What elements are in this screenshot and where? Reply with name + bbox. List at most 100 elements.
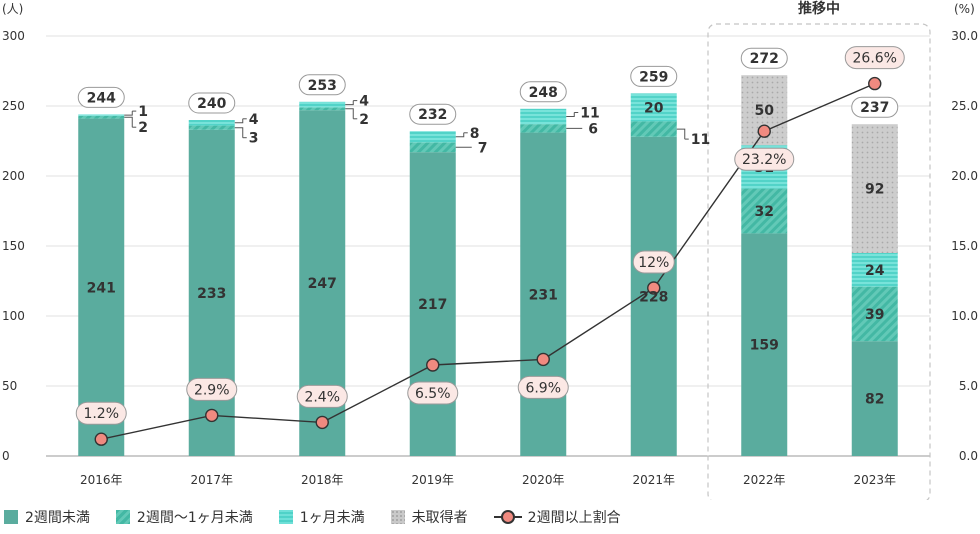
total-label: 253	[308, 78, 337, 94]
bar-under-2-weeks	[78, 118, 125, 456]
y-tick-left: 150	[2, 239, 25, 253]
total-label-pill	[409, 103, 457, 125]
bar-under-2-weeks	[851, 341, 898, 456]
bar-under-2-weeks	[741, 233, 788, 456]
ratio-label: 12%	[638, 255, 669, 271]
ratio-point	[647, 281, 661, 295]
ratio-label: 23.2%	[742, 152, 786, 168]
total-label: 244	[87, 90, 116, 106]
ratio-label-pill	[296, 384, 348, 408]
segment-value: 92	[865, 182, 884, 198]
bar-2-weeks-to-1-month	[520, 124, 567, 133]
total-label-pill	[519, 81, 567, 103]
ratio-point	[868, 76, 882, 91]
total-label: 248	[529, 85, 558, 101]
ratio-point	[94, 432, 108, 446]
ratio-label-pill	[186, 377, 238, 401]
bar-2-weeks-to-1-month	[741, 188, 788, 234]
ratio-label: 26.6%	[853, 51, 897, 67]
ratio-point	[205, 408, 219, 423]
segment-value: 231	[529, 287, 558, 303]
bar-under-2-weeks	[409, 152, 456, 456]
segment-value: 233	[197, 286, 226, 302]
bar-under-1-month	[299, 101, 346, 108]
segment-value: 6	[588, 121, 598, 137]
ratio-point	[757, 124, 771, 138]
total-label-pill	[188, 92, 236, 114]
segment-value: 228	[639, 289, 668, 305]
y-tick-left: 250	[2, 99, 25, 113]
legend-label: 未取得者	[411, 510, 468, 526]
legend-swatch	[115, 510, 130, 524]
y-tick-right: 20.0	[951, 169, 978, 183]
total-label: 272	[750, 51, 779, 67]
y-tick-right: 0.0	[959, 449, 978, 463]
segment-value: 217	[418, 297, 447, 313]
y-tick-right: 5.0	[959, 379, 978, 393]
segment-value: 4	[249, 112, 259, 128]
y-tick-right: 15.0	[951, 239, 978, 253]
bar-2-weeks-to-1-month	[851, 286, 898, 342]
x-tick: 2021年	[632, 473, 675, 487]
legend-swatch	[278, 510, 293, 524]
total-label-pill	[630, 65, 678, 87]
total-label: 240	[197, 96, 226, 112]
total-label: 232	[418, 107, 447, 123]
bar-under-1-month	[188, 120, 235, 126]
legend-swatch	[390, 510, 405, 524]
bar-under-1-month	[851, 253, 898, 287]
bar-under-2-weeks	[188, 129, 235, 457]
x-tick: 2018年	[301, 473, 344, 487]
legend-label: 2週間〜1ヶ月未満	[136, 510, 253, 526]
total-label-pill	[77, 86, 125, 108]
y-tick-right: 30.0	[951, 29, 978, 43]
leader-line	[676, 128, 686, 140]
segment-value: 24	[865, 263, 885, 279]
legend-label: 1ヶ月未満	[299, 510, 365, 526]
leader-line	[566, 112, 575, 117]
segment-value: 8	[470, 126, 480, 142]
left-axis-unit: (人)	[2, 2, 23, 16]
ratio-label: 2.4%	[304, 389, 340, 405]
gridlines	[46, 35, 930, 457]
y-tick-left: 300	[2, 29, 25, 43]
segment-value: 39	[865, 307, 884, 323]
legend-item-ratio-line: 2週間以上割合	[493, 507, 621, 527]
x-tick: 2023年	[853, 473, 896, 487]
x-tick: 2019年	[411, 473, 454, 487]
bar-under-1-month	[630, 93, 677, 122]
highlight-label: 推移中	[798, 0, 840, 17]
total-label: 237	[860, 100, 889, 116]
bar-under-1-month	[78, 114, 125, 116]
x-tick: 2016年	[80, 473, 123, 487]
ratio-label-pill	[632, 250, 675, 274]
right-axis-unit: (%)	[954, 2, 975, 16]
bar-2-weeks-to-1-month	[78, 115, 125, 119]
total-label-pill	[851, 96, 899, 118]
ratio-label-pill	[407, 381, 459, 405]
bar-under-2-weeks	[630, 136, 677, 457]
y-tick-left: 50	[2, 379, 17, 393]
bar-2-weeks-to-1-month	[188, 125, 235, 130]
segment-value: 20	[644, 100, 664, 116]
ratio-label-pill	[734, 147, 795, 171]
leader-line	[124, 116, 133, 128]
ratio-label: 6.9%	[525, 380, 561, 396]
legend-label: 2週間未満	[25, 510, 90, 526]
line-marker-icon	[493, 510, 522, 524]
legend-item-under-2-weeks: 2週間未満	[4, 507, 90, 527]
segment-value: 4	[359, 94, 369, 110]
segment-value: 2	[138, 120, 148, 136]
segment-value: 11	[580, 106, 599, 122]
ratio-label-pill	[75, 401, 127, 425]
leader-line	[234, 127, 244, 138]
total-label-pill	[298, 74, 346, 96]
segment-value: 241	[87, 280, 116, 296]
y-tick-right: 25.0	[951, 99, 978, 113]
leader-line	[345, 108, 354, 119]
leader-line	[234, 118, 244, 124]
leader-line	[345, 100, 354, 106]
bar-2-weeks-to-1-month	[299, 107, 346, 111]
